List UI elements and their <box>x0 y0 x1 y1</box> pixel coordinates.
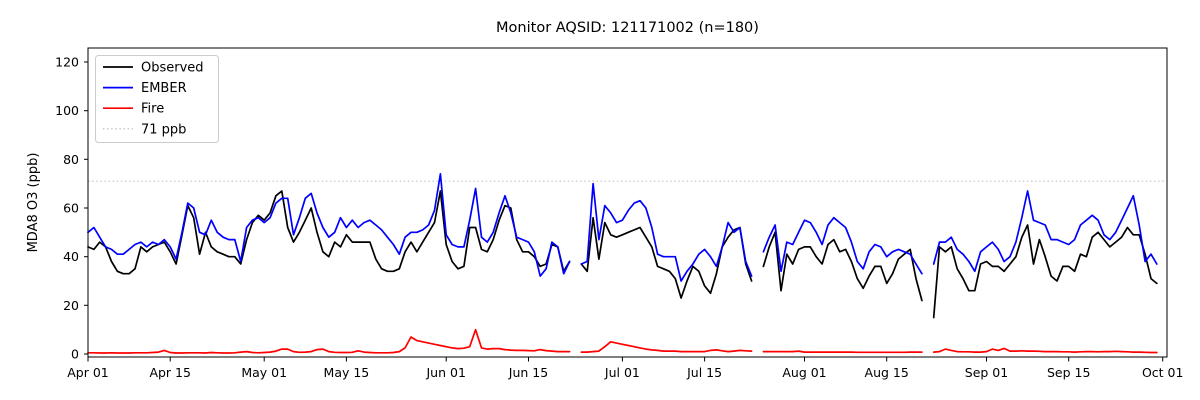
x-tick-label: Aug 15 <box>865 365 909 380</box>
legend-item-ember-label: EMBER <box>141 81 187 96</box>
legend-box <box>95 55 219 143</box>
x-tick-label: Apr 15 <box>149 365 191 380</box>
y-tick-label: 100 <box>55 103 79 118</box>
ember-line <box>87 173 1158 282</box>
x-tick-label: Oct 01 <box>1142 365 1184 380</box>
observed-line <box>87 190 1158 319</box>
x-tick-label: Apr 01 <box>67 365 109 380</box>
y-tick-label: 20 <box>63 298 79 313</box>
x-tick-label: Jul 01 <box>604 365 640 380</box>
x-tick-label: Jun 01 <box>425 365 465 380</box>
x-tick-label: Aug 01 <box>782 365 826 380</box>
fire-line <box>87 328 1158 354</box>
legend-item-observed-label: Observed <box>141 61 204 76</box>
y-axis-label: MDA8 O3 (ppb) <box>26 153 41 253</box>
x-tick-label: Jul 15 <box>686 365 722 380</box>
x-tick-label: Jun 15 <box>508 365 548 380</box>
legend-item-threshold-label: 71 ppb <box>141 122 186 137</box>
y-tick-label: 40 <box>63 249 79 264</box>
axes-spines <box>87 47 1168 358</box>
x-tick-label: May 01 <box>241 365 287 380</box>
x-tick-label: May 15 <box>324 365 370 380</box>
y-tick-label: 120 <box>55 55 79 70</box>
y-tick-label: 60 <box>63 201 79 216</box>
x-tick-label: Sep 15 <box>1047 365 1090 380</box>
y-tick-label: 80 <box>63 152 79 167</box>
x-tick-label: Sep 01 <box>965 365 1008 380</box>
chart-title: Monitor AQSID: 121171002 (n=180) <box>496 20 759 36</box>
y-tick-label: 0 <box>71 347 79 362</box>
legend-item-fire-label: Fire <box>141 102 164 117</box>
